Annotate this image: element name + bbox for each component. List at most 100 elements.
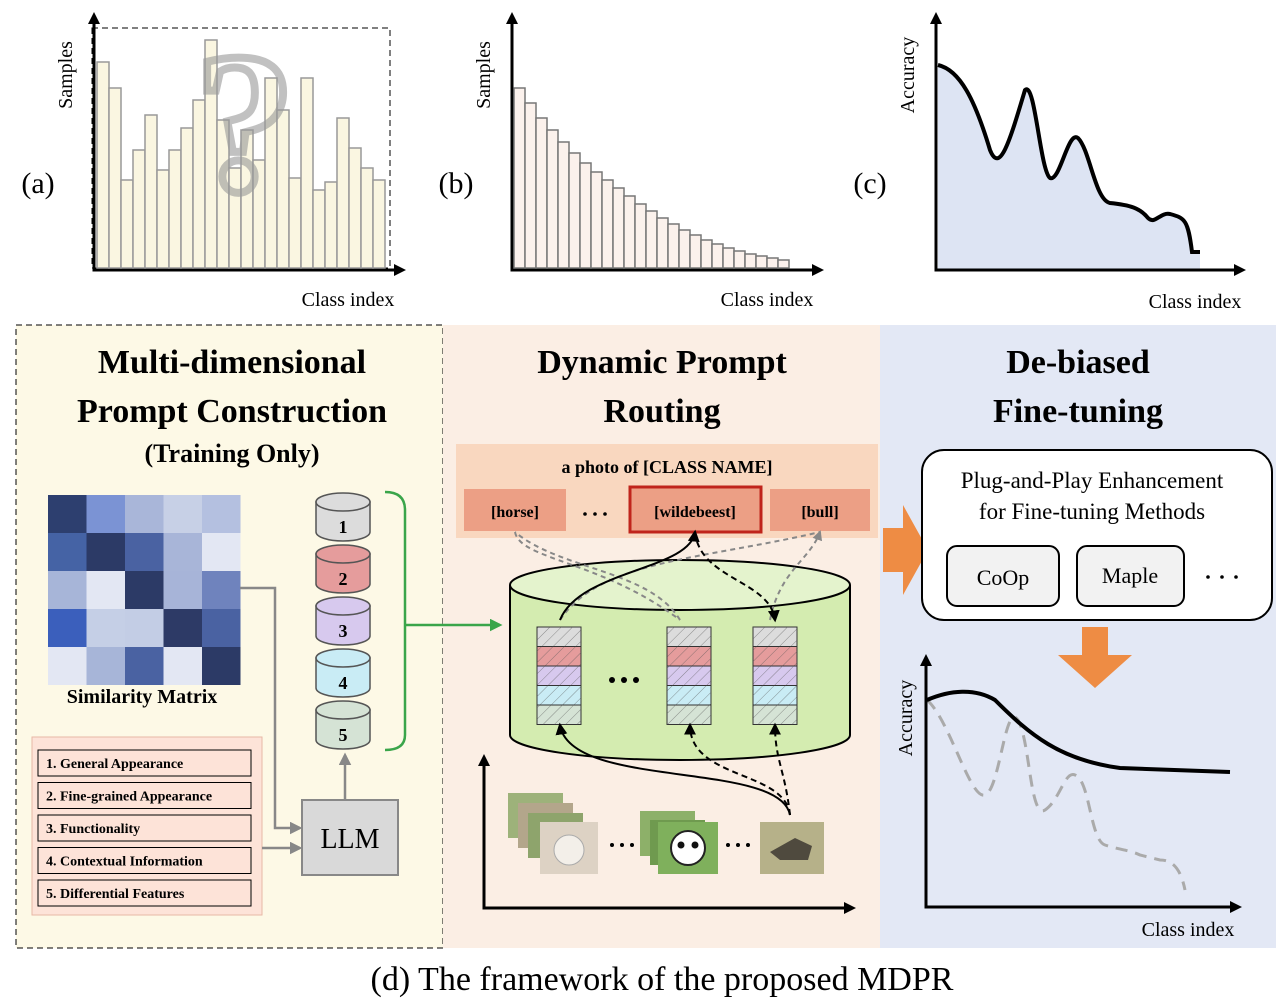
llm-label: LLM	[320, 824, 379, 855]
matrix-cell	[48, 495, 87, 533]
prompt-slot-hatch	[753, 627, 797, 647]
prompt-bank-top	[315, 596, 371, 616]
box-title: Plug-and-Play Enhancement	[961, 468, 1224, 493]
bar	[766, 257, 779, 269]
bar	[645, 210, 658, 269]
matrix-cell	[48, 533, 87, 571]
bank-label: 2	[339, 569, 348, 589]
section-title: De-biased	[1006, 344, 1150, 381]
class-token	[464, 489, 566, 531]
aspect-label: 5. Differential Features	[46, 887, 185, 902]
matrix-cell	[48, 647, 87, 685]
matrix-cell	[86, 571, 125, 609]
prompt-slot-hatch	[667, 705, 711, 725]
bar	[744, 253, 757, 269]
image-animal	[770, 838, 812, 860]
prompt-bank	[315, 553, 371, 594]
matrix-cell	[163, 495, 202, 533]
y-axis-label: Accuracy	[897, 37, 919, 114]
matrix-cell	[163, 533, 202, 571]
bank-label: 5	[339, 725, 348, 745]
matrix-cell	[48, 609, 87, 647]
bar	[667, 223, 680, 269]
construction: Multi-dimensional Prompt Construction (T…	[31, 344, 503, 916]
matrix-cell	[86, 495, 125, 533]
matrix-cell	[202, 571, 241, 609]
bar	[144, 114, 158, 269]
x-axis-label: Class index	[1149, 291, 1242, 313]
section-title: Dynamic Prompt	[537, 344, 787, 381]
prompt-bank-top	[315, 544, 371, 564]
section-title: Fine-tuning	[993, 393, 1163, 430]
bar	[700, 239, 713, 269]
bar	[336, 117, 350, 269]
bar	[557, 141, 570, 269]
question-mark-icon: ?	[195, 13, 295, 234]
bar	[755, 255, 768, 269]
bar	[568, 152, 581, 269]
prompt-slot-hatch	[667, 685, 711, 705]
improved-curve	[926, 689, 1231, 774]
bank-label: 1	[339, 517, 348, 537]
debiased-panel	[880, 325, 1276, 948]
bar	[108, 87, 122, 269]
baseline-curve	[925, 698, 1187, 891]
matrix-cell	[163, 647, 202, 685]
class-label: [wildebeest]	[654, 504, 736, 521]
section-title: Routing	[603, 393, 720, 430]
prompt-slot-hatch	[537, 646, 581, 666]
prompt-bank	[315, 657, 371, 698]
bar	[678, 229, 691, 269]
panel-label: (a)	[21, 167, 54, 200]
bar	[360, 167, 374, 269]
bar	[601, 179, 614, 269]
accuracy-area	[938, 65, 1200, 270]
caption: (d) The framework of the proposed MDPR	[371, 961, 954, 998]
accuracy-curve	[937, 63, 1200, 254]
aspect-label: 4. Contextual Information	[46, 855, 203, 870]
axes	[92, 18, 400, 272]
bar	[168, 149, 182, 269]
prompt-slot-hatch	[537, 685, 581, 705]
aspect-label: 1. General Appearance	[46, 757, 183, 772]
llm-box	[301, 799, 399, 876]
x-axis-label: Class index	[302, 289, 395, 311]
prompt-slot-hatch	[667, 627, 711, 647]
matrix-cell	[86, 609, 125, 647]
section-title: Prompt Construction	[77, 393, 387, 430]
bar	[634, 203, 647, 269]
y-axis-label: Samples	[55, 41, 77, 109]
prompt-bank	[315, 709, 371, 750]
panel-c: Accuracy Class index (c)	[853, 12, 1246, 313]
method-label: Maple	[1102, 563, 1158, 588]
x-axis-label: Class index	[1142, 919, 1235, 941]
matrix-cell	[125, 495, 164, 533]
bar	[535, 117, 548, 269]
debiased: De-biased Fine-tuning Plug-and-Play Enha…	[883, 344, 1273, 941]
matrix-cell	[48, 571, 87, 609]
prompt-slot-hatch	[537, 627, 581, 647]
section-subtitle: (Training Only)	[144, 439, 319, 468]
bar	[324, 181, 338, 269]
prompt-slot-hatch	[753, 666, 797, 686]
prompt-slot-hatch	[753, 646, 797, 666]
bank-label: 3	[339, 621, 348, 641]
matrix-cell	[202, 647, 241, 685]
matrix-cell	[125, 533, 164, 571]
image-stack	[640, 811, 718, 874]
bar	[733, 250, 746, 269]
bar	[300, 77, 314, 269]
panel-label: (c)	[853, 167, 886, 200]
matrix-cell	[125, 571, 164, 609]
template-text: a photo of [CLASS NAME]	[561, 457, 772, 477]
matrix-cell	[86, 533, 125, 571]
bank-label: 4	[339, 673, 348, 693]
matrix-cell	[163, 571, 202, 609]
bar	[312, 189, 326, 269]
method	[1076, 545, 1185, 607]
bar	[120, 179, 134, 269]
bar	[513, 87, 526, 269]
prompt-slot-hatch	[667, 666, 711, 686]
y-axis-label: Samples	[473, 41, 495, 109]
aspect-item	[37, 782, 252, 809]
